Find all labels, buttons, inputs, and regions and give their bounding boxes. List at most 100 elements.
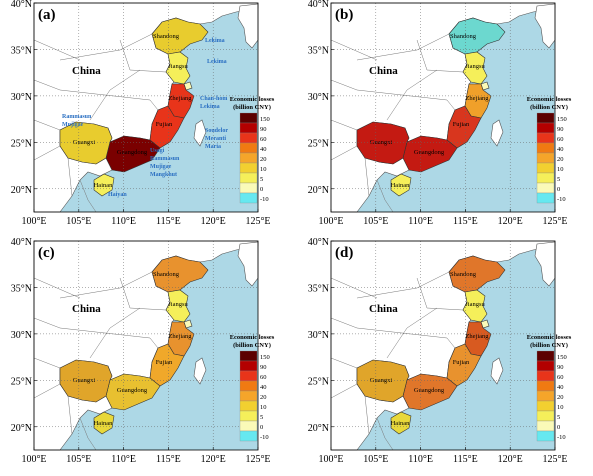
province-guangdong	[402, 135, 458, 173]
y-tick-label: 35°N	[308, 283, 329, 294]
x-tick-label: 125°E	[245, 454, 270, 465]
y-tick-label: 20°N	[308, 185, 329, 196]
legend-swatch	[536, 122, 555, 134]
map-frame	[33, 240, 259, 451]
border-line	[330, 383, 358, 399]
map-frame	[33, 2, 259, 213]
legend-unit: (billion CNY)	[530, 342, 568, 349]
province-hainan	[390, 173, 412, 197]
legend-title: Economic losses	[527, 334, 572, 341]
province-label-fujian: Fujian	[156, 359, 173, 366]
typhoon-label: Usagi	[150, 148, 165, 154]
map-panel-a: Shandong Jiangsu Zhejiang Fujian Guangdong Gu…	[0, 0, 296, 238]
border-line	[356, 327, 456, 349]
province-label-guangxi: Guangxi	[73, 377, 96, 384]
map-svg: Shandong Jiangsu Zhejiang Fujian Guangdong Gu…	[11, 238, 275, 465]
province-label-guangdong: Guangdong	[414, 387, 445, 394]
legend-value: 40	[260, 146, 267, 153]
legend-swatch	[239, 192, 258, 204]
province-label-jiangsu: Jiangsu	[465, 63, 485, 70]
province-label-hainan: Hainan	[391, 182, 411, 189]
legend-value: 150	[557, 354, 567, 361]
province-zhejiang	[464, 321, 492, 357]
y-tick-label: 30°N	[11, 330, 32, 341]
legend-swatch	[239, 370, 258, 382]
province-hainan	[93, 173, 115, 197]
province-label-fujian: Fujian	[453, 121, 470, 128]
map-frame	[330, 2, 556, 213]
y-tick-label: 35°N	[11, 283, 32, 294]
province-hainan	[390, 411, 412, 435]
legend-swatch	[239, 350, 258, 362]
map-panel-d: Shandong Jiangsu Zhejiang Fujian Guangdong Gu…	[297, 238, 593, 476]
legend-value: 60	[557, 136, 564, 143]
y-tick-label: 40°N	[308, 0, 329, 10]
y-tick-label: 25°N	[11, 138, 32, 149]
legend-title: Economic losses	[230, 96, 275, 103]
y-tick-label: 25°N	[308, 138, 329, 149]
map-panel-c: Shandong Jiangsu Zhejiang Fujian Guangdong Gu…	[0, 238, 296, 476]
legend-value: 20	[557, 156, 564, 163]
taiwan-island	[490, 119, 504, 147]
province-guangxi	[59, 359, 113, 403]
border-line	[330, 119, 358, 131]
legend-swatch	[239, 182, 258, 194]
typhoon-label: Rammasun	[150, 156, 180, 162]
map-svg: Shandong Jiangsu Zhejiang Fujian Guangdong Gu…	[308, 238, 572, 465]
legend-value: 10	[557, 166, 564, 173]
province-label-fujian: Fujian	[453, 359, 470, 366]
province-guangdong	[105, 135, 161, 173]
x-tick-label: 120°E	[498, 454, 523, 465]
province-zhejiang	[167, 321, 195, 357]
border-line	[33, 317, 61, 329]
country-label: China	[72, 303, 101, 315]
border-line	[79, 179, 97, 213]
typhoon-label: Chan-hom	[200, 96, 227, 102]
legend-value: 40	[557, 146, 564, 153]
typhoon-label: Meranti	[205, 136, 226, 142]
border-line	[416, 277, 464, 311]
y-tick-label: 40°N	[11, 238, 32, 248]
panel-label: (b)	[335, 7, 353, 23]
legend-swatch	[239, 112, 258, 124]
x-tick-label: 125°E	[245, 216, 270, 227]
legend-swatch	[239, 132, 258, 144]
border-line	[59, 327, 159, 349]
legend-swatch	[536, 162, 555, 174]
legend-swatch	[536, 192, 555, 204]
y-tick-label: 25°N	[11, 376, 32, 387]
x-tick-label: 110°E	[111, 216, 136, 227]
y-tick-label: 30°N	[11, 92, 32, 103]
legend-swatch	[536, 172, 555, 184]
legend-value: 150	[260, 116, 270, 123]
legend-value: 40	[557, 384, 564, 391]
legend-swatch	[239, 162, 258, 174]
province-label-zhejiang: Zhejiang	[168, 95, 192, 102]
province-hainan	[93, 411, 115, 435]
y-tick-label: 25°N	[308, 376, 329, 387]
legend-value: 0	[557, 424, 560, 431]
border-line	[330, 39, 378, 61]
legend-value: 20	[557, 394, 564, 401]
province-jiangsu	[462, 289, 488, 323]
legend-swatch	[536, 152, 555, 164]
typhoon-label: Mujigae	[150, 164, 172, 170]
province-label-hainan: Hainan	[94, 420, 114, 427]
border-line	[59, 271, 153, 299]
legend-swatch	[536, 380, 555, 392]
x-tick-label: 115°E	[156, 216, 181, 227]
legend-value: 90	[260, 126, 267, 133]
y-tick-label: 40°N	[308, 238, 329, 248]
panel-label: (c)	[38, 245, 55, 261]
border-line	[119, 277, 167, 311]
province-fujian	[149, 105, 185, 149]
border-line	[376, 417, 394, 451]
province-label-shandong: Shandong	[450, 271, 477, 278]
x-tick-label: 105°E	[363, 454, 388, 465]
legend-value: 5	[260, 414, 263, 421]
legend-value: 10	[260, 404, 267, 411]
legend-swatch	[239, 410, 258, 422]
province-label-shandong: Shandong	[153, 271, 180, 278]
panel-label: (a)	[38, 7, 56, 23]
map-svg: Shandong Jiangsu Zhejiang Fujian Guangdong Gu…	[308, 0, 572, 227]
